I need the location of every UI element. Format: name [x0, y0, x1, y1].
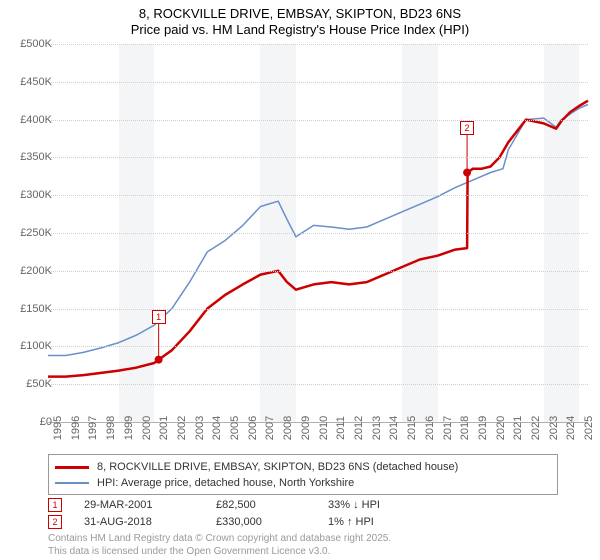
x-axis-label: 2009 [300, 416, 312, 440]
y-axis-label: £400K [20, 114, 52, 126]
x-axis-label: 2024 [565, 416, 577, 440]
x-axis-label: 2007 [264, 416, 276, 440]
x-axis-label: 2000 [141, 416, 153, 440]
x-axis-label: 2016 [424, 416, 436, 440]
sale-date: 29-MAR-2001 [84, 499, 194, 511]
chart-container: 8, ROCKVILLE DRIVE, EMBSAY, SKIPTON, BD2… [0, 0, 600, 560]
x-axis-label: 2022 [530, 416, 542, 440]
sale-delta: 33% ↓ HPI [328, 499, 380, 511]
y-axis-label: £350K [20, 151, 52, 163]
x-axis-label: 2001 [158, 416, 170, 440]
y-axis-label: £200K [20, 265, 52, 277]
sale-marker-icon: 2 [48, 515, 62, 529]
x-axis-label: 2008 [282, 416, 294, 440]
legend-box: 8, ROCKVILLE DRIVE, EMBSAY, SKIPTON, BD2… [48, 454, 558, 495]
y-axis-label: £300K [20, 189, 52, 201]
x-axis-label: 2005 [229, 416, 241, 440]
x-axis-label: 2017 [442, 416, 454, 440]
sale-price: £82,500 [216, 499, 306, 511]
sale-price: £330,000 [216, 516, 306, 528]
table-row: 2 31-AUG-2018 £330,000 1% ↑ HPI [48, 513, 558, 530]
legend-swatch [55, 466, 89, 469]
attribution-text: Contains HM Land Registry data © Crown c… [48, 533, 391, 558]
x-axis-label: 2023 [548, 416, 560, 440]
y-axis-label: £50K [26, 378, 52, 390]
y-axis-label: £100K [20, 340, 52, 352]
x-axis-label: 2013 [371, 416, 383, 440]
title-line-2: Price paid vs. HM Land Registry's House … [0, 22, 600, 38]
sale-marker-icon: 2 [460, 121, 474, 135]
sale-delta: 1% ↑ HPI [328, 516, 374, 528]
legend-label: HPI: Average price, detached house, Nort… [97, 477, 354, 489]
y-axis-label: £0 [40, 416, 52, 428]
y-axis-label: £150K [20, 303, 52, 315]
sales-table: 1 29-MAR-2001 £82,500 33% ↓ HPI 2 31-AUG… [48, 496, 558, 530]
x-axis-label: 2012 [353, 416, 365, 440]
plot-area: 12 [48, 44, 588, 423]
legend-label: 8, ROCKVILLE DRIVE, EMBSAY, SKIPTON, BD2… [97, 461, 458, 473]
x-axis-label: 2025 [583, 416, 595, 440]
x-axis-label: 1998 [105, 416, 117, 440]
x-axis-label: 2002 [176, 416, 188, 440]
x-axis-label: 2011 [335, 416, 347, 440]
x-axis-label: 2021 [512, 416, 524, 440]
sale-marker-icon: 1 [152, 310, 166, 324]
sale-marker-icon: 1 [48, 498, 62, 512]
y-axis-label: £500K [20, 38, 52, 50]
legend-swatch [55, 482, 89, 484]
y-axis-label: £450K [20, 76, 52, 88]
attribution-line-1: Contains HM Land Registry data © Crown c… [48, 533, 391, 546]
sale-date: 31-AUG-2018 [84, 516, 194, 528]
x-axis-label: 2015 [406, 416, 418, 440]
legend-item: HPI: Average price, detached house, Nort… [55, 475, 551, 491]
x-axis-label: 2020 [495, 416, 507, 440]
chart-title: 8, ROCKVILLE DRIVE, EMBSAY, SKIPTON, BD2… [0, 0, 600, 39]
x-axis-label: 2014 [388, 416, 400, 440]
x-axis-label: 2019 [477, 416, 489, 440]
table-row: 1 29-MAR-2001 £82,500 33% ↓ HPI [48, 496, 558, 513]
x-axis-label: 1995 [52, 416, 64, 440]
x-axis-label: 2010 [318, 416, 330, 440]
x-axis-label: 2006 [247, 416, 259, 440]
x-axis-label: 1996 [70, 416, 82, 440]
title-line-1: 8, ROCKVILLE DRIVE, EMBSAY, SKIPTON, BD2… [0, 6, 600, 22]
attribution-line-2: This data is licensed under the Open Gov… [48, 546, 391, 559]
x-axis-label: 1997 [87, 416, 99, 440]
x-axis-label: 2003 [194, 416, 206, 440]
x-axis-label: 2018 [459, 416, 471, 440]
legend-item: 8, ROCKVILLE DRIVE, EMBSAY, SKIPTON, BD2… [55, 459, 551, 475]
y-axis-label: £250K [20, 227, 52, 239]
x-axis-label: 2004 [211, 416, 223, 440]
x-axis-label: 1999 [123, 416, 135, 440]
